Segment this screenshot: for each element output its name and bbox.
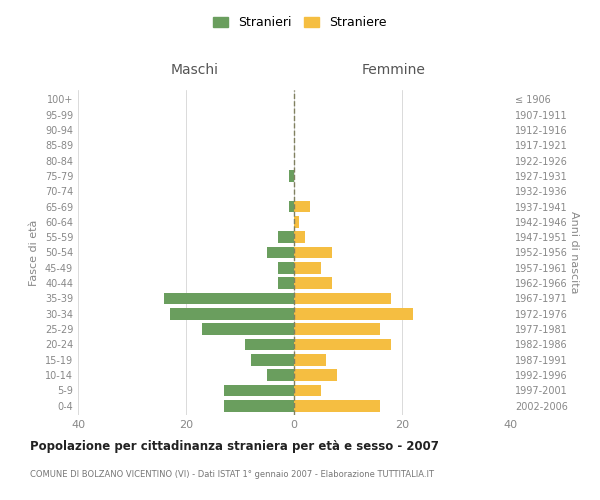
Bar [294,324,380,335]
Text: Maschi: Maschi [170,63,218,77]
Bar [294,216,299,228]
Y-axis label: Anni di nascita: Anni di nascita [569,211,579,294]
Bar [294,232,305,243]
Bar [294,370,337,381]
Bar [278,262,294,274]
Bar [294,247,332,258]
Bar [224,384,294,396]
Bar [294,308,413,320]
Bar [251,354,294,366]
Text: Popolazione per cittadinanza straniera per età e sesso - 2007: Popolazione per cittadinanza straniera p… [30,440,439,453]
Bar [294,400,380,411]
Bar [278,278,294,289]
Bar [294,354,326,366]
Text: Femmine: Femmine [361,63,425,77]
Bar [294,278,332,289]
Bar [267,247,294,258]
Bar [289,201,294,212]
Text: COMUNE DI BOLZANO VICENTINO (VI) - Dati ISTAT 1° gennaio 2007 - Elaborazione TUT: COMUNE DI BOLZANO VICENTINO (VI) - Dati … [30,470,434,479]
Bar [224,400,294,411]
Legend: Stranieri, Straniere: Stranieri, Straniere [208,11,392,34]
Y-axis label: Fasce di età: Fasce di età [29,220,39,286]
Bar [245,338,294,350]
Bar [294,338,391,350]
Bar [289,170,294,181]
Bar [294,201,310,212]
Bar [164,292,294,304]
Bar [294,384,321,396]
Bar [294,262,321,274]
Bar [170,308,294,320]
Bar [202,324,294,335]
Bar [267,370,294,381]
Bar [278,232,294,243]
Bar [294,292,391,304]
